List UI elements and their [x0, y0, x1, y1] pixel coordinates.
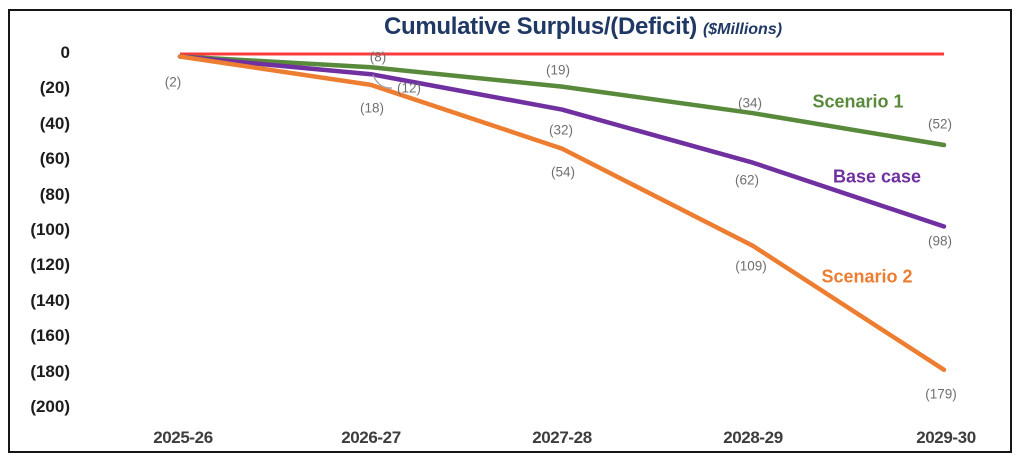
y-tick-label: (80) — [39, 184, 70, 204]
x-tick-label-2029-30: 2029-30 — [916, 428, 976, 447]
series-line-scenario-2 — [177, 54, 947, 373]
data-label-scenario-2: (54) — [550, 164, 576, 180]
y-tick-label: (120) — [30, 255, 70, 275]
x-tick-label-2026-27: 2026-27 — [341, 428, 401, 447]
chart-title-row: Cumulative Surplus/(Deficit) ($Millions) — [384, 13, 782, 41]
y-tick-label: (60) — [39, 149, 70, 169]
data-label-base-case: (12) — [396, 80, 422, 96]
data-label-first-point: (2) — [164, 74, 182, 90]
data-label-base-case: (62) — [734, 172, 760, 188]
data-label-scenario-1: (34) — [737, 95, 763, 111]
y-tick-label: (160) — [30, 326, 70, 346]
data-label-scenario-1: (19) — [545, 62, 571, 78]
y-tick-label: (100) — [30, 220, 70, 239]
y-tick-label: (40) — [39, 113, 70, 133]
y-tick-label: (200) — [30, 397, 70, 416]
data-label-base-case: (98) — [927, 233, 953, 249]
x-tick-label-2028-29: 2028-29 — [723, 428, 783, 447]
y-tick-label: 0 — [60, 43, 70, 62]
y-tick-label: (20) — [39, 78, 70, 98]
data-label-scenario-2: (109) — [735, 258, 767, 274]
label-leader-line — [372, 74, 393, 89]
legend-scenario-1: Scenario 1 — [812, 91, 904, 112]
legend-scenario-2: Scenario 2 — [821, 266, 913, 287]
chart-title: Cumulative Surplus/(Deficit) — [383, 13, 697, 40]
series-line-scenario-1 — [177, 54, 947, 148]
data-label-scenario-2: (18) — [359, 100, 385, 116]
data-label-scenario-2: (179) — [925, 386, 957, 402]
y-tick-label: (180) — [30, 361, 70, 381]
data-label-scenario-1: (52) — [927, 116, 953, 132]
data-label-base-case: (32) — [548, 122, 574, 138]
legend-base-case: Base case — [832, 166, 922, 187]
x-tick-label-2025-26: 2025-26 — [153, 428, 213, 447]
data-label-scenario-1: (8) — [369, 49, 387, 65]
y-tick-label: (140) — [30, 290, 70, 310]
x-tick-label-2027-28: 2027-28 — [532, 428, 592, 447]
chart-title-unit: ($Millions) — [702, 21, 783, 38]
series-line-base-case — [177, 54, 947, 229]
